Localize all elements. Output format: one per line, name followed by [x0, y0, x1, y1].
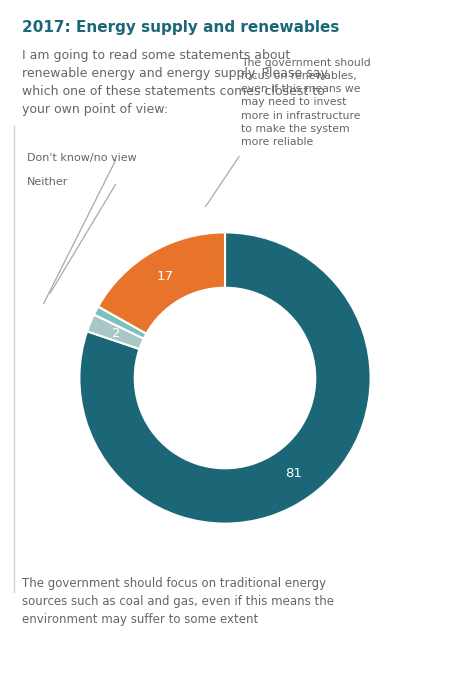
Wedge shape: [98, 232, 225, 334]
Text: The government should
focus on renewables,
even if this means we
may need to inv: The government should focus on renewable…: [241, 58, 370, 147]
Text: Don't know/no view: Don't know/no view: [27, 153, 137, 162]
Wedge shape: [79, 232, 371, 524]
Text: 81: 81: [285, 468, 302, 480]
Text: I am going to read some statements about
renewable energy and energy supply. Ple: I am going to read some statements about…: [22, 49, 328, 116]
Text: 17: 17: [157, 270, 174, 283]
Wedge shape: [94, 307, 146, 339]
Text: Neither: Neither: [27, 177, 68, 187]
Wedge shape: [87, 314, 144, 349]
Text: The government should focus on traditional energy
sources such as coal and gas, : The government should focus on tradition…: [22, 578, 334, 626]
Text: 2017: Energy supply and renewables: 2017: Energy supply and renewables: [22, 20, 340, 34]
Text: 2: 2: [112, 327, 120, 340]
